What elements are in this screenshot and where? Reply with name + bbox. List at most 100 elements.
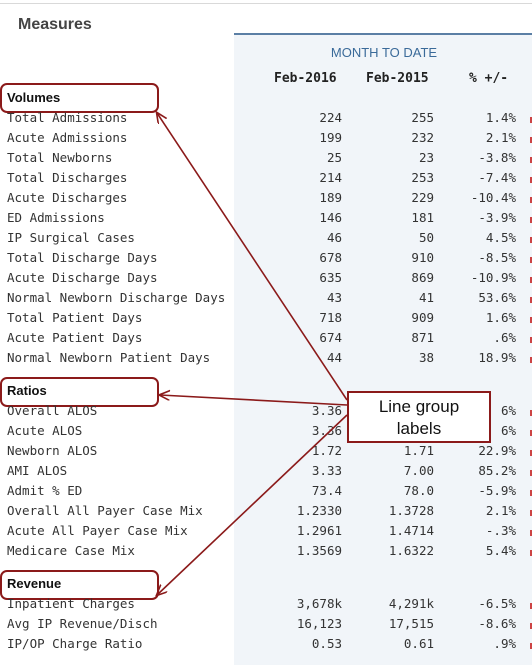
top-divider	[0, 3, 532, 4]
value-feb-2016: 73.4	[311, 483, 342, 498]
value-feb-2015: 253	[411, 170, 434, 185]
value-percent-change: 6%	[500, 423, 516, 438]
row-indicator	[530, 317, 532, 323]
table-row: Total Patient Days 718 909 1.6%	[0, 310, 532, 330]
column-header-percent-change: % +/-	[469, 71, 509, 86]
row-indicator	[530, 410, 532, 416]
row-indicator	[530, 137, 532, 143]
value-feb-2016: 678	[319, 250, 342, 265]
row-label: Normal Newborn Discharge Days	[7, 290, 226, 305]
value-feb-2015: 0.61	[403, 636, 434, 651]
value-feb-2016: 44	[326, 350, 342, 365]
table-row: IP/OP Charge Ratio 0.53 0.61 .9%	[0, 636, 532, 656]
month-to-date-header: MONTH TO DATE	[330, 45, 438, 60]
row-indicator	[530, 623, 532, 629]
value-percent-change: 53.6%	[478, 290, 516, 305]
value-feb-2016: 1.72	[311, 443, 342, 458]
row-indicator	[530, 603, 532, 609]
row-indicator	[530, 197, 532, 203]
table-row: Acute Patient Days 674 871 .6%	[0, 330, 532, 350]
value-feb-2016: 674	[319, 330, 342, 345]
value-feb-2015: 181	[411, 210, 434, 225]
value-percent-change: -8.6%	[478, 616, 516, 631]
table-row: Total Admissions 224 255 1.4%	[0, 110, 532, 130]
value-percent-change: -3.9%	[478, 210, 516, 225]
row-label: Normal Newborn Patient Days	[7, 350, 211, 365]
value-percent-change: 2.1%	[485, 503, 516, 518]
column-header-feb-2015: Feb-2015	[366, 71, 429, 86]
value-feb-2016: 25	[326, 150, 342, 165]
callout-box: Line group labels	[347, 391, 491, 443]
row-indicator	[530, 237, 532, 243]
value-percent-change: -10.4%	[470, 190, 516, 205]
value-feb-2015: 1.6322	[388, 543, 434, 558]
value-percent-change: -5.9%	[478, 483, 516, 498]
row-label: Inpatient Charges	[7, 596, 135, 611]
group-label-volumes: Volumes	[7, 90, 61, 105]
value-feb-2015: 7.00	[403, 463, 434, 478]
row-label: Total Discharges	[7, 170, 128, 185]
value-percent-change: .6%	[493, 330, 516, 345]
value-percent-change: 1.6%	[485, 310, 516, 325]
table-row: Acute Discharges 189 229 -10.4%	[0, 190, 532, 210]
value-percent-change: 5.4%	[485, 543, 516, 558]
row-label: Newborn ALOS	[7, 443, 98, 458]
row-label: Total Patient Days	[7, 310, 143, 325]
value-feb-2015: 910	[411, 250, 434, 265]
group-label-highlight-volumes	[0, 83, 159, 113]
row-label: Admit % ED	[7, 483, 83, 498]
row-indicator	[530, 530, 532, 536]
table-row: Acute All Payer Case Mix 1.2961 1.4714 -.3%	[0, 523, 532, 543]
value-feb-2016: 1.2330	[296, 503, 342, 518]
table-row: ED Admissions 146 181 -3.9%	[0, 210, 532, 230]
value-feb-2015: 232	[411, 130, 434, 145]
value-feb-2016: 199	[319, 130, 342, 145]
table-row: Total Newborns 25 23 -3.8%	[0, 150, 532, 170]
row-indicator	[530, 357, 532, 363]
row-indicator	[530, 337, 532, 343]
row-indicator	[530, 430, 532, 436]
row-indicator	[530, 510, 532, 516]
row-label: IP/OP Charge Ratio	[7, 636, 143, 651]
value-feb-2016: 16,123	[296, 616, 342, 631]
value-feb-2016: 0.53	[311, 636, 342, 651]
value-feb-2015: 38	[418, 350, 434, 365]
value-feb-2016: 224	[319, 110, 342, 125]
table-row: Total Discharge Days 678 910 -8.5%	[0, 250, 532, 270]
row-label: Medicare Case Mix	[7, 543, 135, 558]
table-row: Newborn ALOS 1.72 1.71 22.9%	[0, 443, 532, 463]
value-feb-2015: 869	[411, 270, 434, 285]
row-label: Acute Discharge Days	[7, 270, 158, 285]
value-percent-change: -7.4%	[478, 170, 516, 185]
row-label: Overall All Payer Case Mix	[7, 503, 203, 518]
value-feb-2015: 78.0	[403, 483, 434, 498]
value-percent-change: 85.2%	[478, 463, 516, 478]
table-row: Acute Discharge Days 635 869 -10.9%	[0, 270, 532, 290]
arrow-to-volumes	[157, 113, 348, 401]
row-label: Acute Admissions	[7, 130, 128, 145]
row-indicator	[530, 277, 532, 283]
value-feb-2015: 909	[411, 310, 434, 325]
value-percent-change: 4.5%	[485, 230, 516, 245]
value-feb-2016: 3,678k	[296, 596, 342, 611]
row-label: Acute All Payer Case Mix	[7, 523, 188, 538]
row-indicator	[530, 257, 532, 263]
value-feb-2016: 718	[319, 310, 342, 325]
page-title: Measures	[18, 16, 92, 33]
row-label: Acute ALOS	[7, 423, 83, 438]
table-row: Medicare Case Mix 1.3569 1.6322 5.4%	[0, 543, 532, 563]
row-label: Total Admissions	[7, 110, 128, 125]
value-feb-2015: 229	[411, 190, 434, 205]
row-indicator	[530, 217, 532, 223]
table-row: Normal Newborn Patient Days 44 38 18.9%	[0, 350, 532, 370]
value-percent-change: -10.9%	[470, 270, 516, 285]
table-row: Acute Admissions 199 232 2.1%	[0, 130, 532, 150]
row-label: Avg IP Revenue/Disch	[7, 616, 158, 631]
row-indicator	[530, 157, 532, 163]
row-indicator	[530, 550, 532, 556]
callout-line-1: Line group	[378, 397, 460, 416]
value-feb-2015: 255	[411, 110, 434, 125]
value-percent-change: -8.5%	[478, 250, 516, 265]
value-feb-2015: 17,515	[388, 616, 434, 631]
row-label: AMI ALOS	[7, 463, 68, 478]
